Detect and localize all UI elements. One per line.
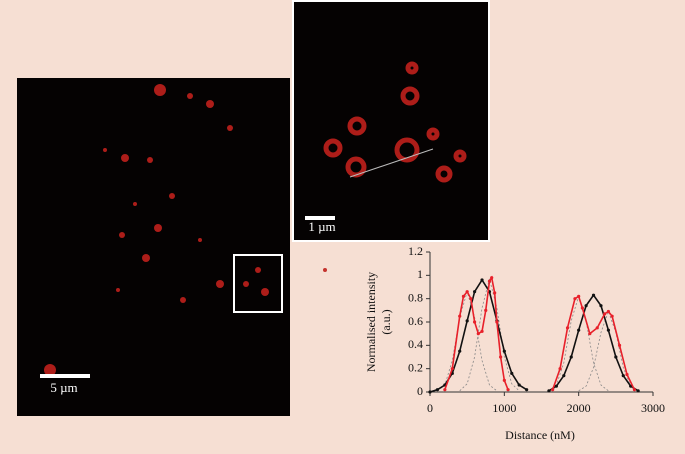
data-point xyxy=(458,349,462,353)
data-point xyxy=(465,319,469,323)
scale-label: 5 µm xyxy=(50,380,77,395)
data-point xyxy=(495,320,499,324)
data-point xyxy=(502,349,506,353)
data-point xyxy=(632,388,637,392)
data-point xyxy=(606,309,611,314)
y-tick-label: 1 xyxy=(417,267,423,281)
data-point xyxy=(577,328,581,332)
data-point xyxy=(493,291,497,295)
data-point xyxy=(480,278,484,282)
data-point xyxy=(506,388,510,392)
data-point xyxy=(510,371,514,375)
data-point xyxy=(490,276,494,280)
y-tick-label: 0.8 xyxy=(408,290,423,304)
data-point xyxy=(517,383,521,387)
data-point xyxy=(591,293,596,297)
y-tick-label: 0.6 xyxy=(408,314,423,328)
data-point xyxy=(565,326,570,330)
data-point xyxy=(617,343,622,347)
profile-line xyxy=(551,295,636,391)
data-point xyxy=(595,326,599,330)
data-point xyxy=(584,304,588,308)
data-point xyxy=(502,378,506,382)
data-point xyxy=(580,306,584,310)
data-point xyxy=(450,367,454,371)
y-axis-label: Normalised intensity xyxy=(364,272,378,372)
data-point xyxy=(525,388,529,392)
fit-component xyxy=(437,290,498,392)
y-axis-label: (a.u.) xyxy=(379,309,393,334)
data-point xyxy=(558,367,562,371)
data-point xyxy=(614,355,618,359)
data-point xyxy=(476,332,480,336)
data-point xyxy=(461,294,466,298)
data-point xyxy=(443,388,447,392)
data-point xyxy=(562,374,566,378)
data-point xyxy=(625,372,629,377)
data-point xyxy=(428,390,432,394)
data-point xyxy=(484,308,488,312)
inset-image: 1 µm xyxy=(292,0,490,242)
x-tick-label: 2000 xyxy=(567,401,591,415)
x-tick-label: 3000 xyxy=(641,401,665,415)
data-point xyxy=(636,389,640,393)
data-point xyxy=(577,294,581,298)
data-point xyxy=(606,328,611,332)
y-tick-label: 0 xyxy=(417,384,423,398)
data-point xyxy=(469,297,473,301)
data-point xyxy=(465,290,469,294)
profile-line xyxy=(444,275,509,390)
data-point xyxy=(551,388,555,392)
profile-line xyxy=(548,293,639,392)
y-tick-label: 0.4 xyxy=(408,337,423,351)
data-point xyxy=(458,314,462,318)
data-point xyxy=(473,290,477,294)
x-axis-label: Distance (nM) xyxy=(505,428,575,442)
data-point xyxy=(499,355,503,359)
data-point xyxy=(473,320,477,324)
data-point xyxy=(487,279,492,283)
data-point xyxy=(610,314,614,318)
y-tick-label: 1.2 xyxy=(408,244,423,258)
profile-line xyxy=(429,278,528,393)
main-image: 5 µm xyxy=(17,78,327,416)
scale-label: 1 µm xyxy=(308,219,335,234)
data-point xyxy=(547,389,551,393)
data-point xyxy=(554,384,558,388)
data-point xyxy=(603,312,607,316)
y-tick-label: 0.2 xyxy=(408,360,423,374)
data-point xyxy=(621,374,625,378)
data-point xyxy=(480,329,484,333)
data-point xyxy=(435,388,440,392)
data-point xyxy=(573,297,577,301)
fit-component xyxy=(459,278,520,392)
data-point xyxy=(569,355,573,359)
x-tick-label: 1000 xyxy=(492,401,516,415)
data-point xyxy=(588,332,592,336)
x-tick-label: 0 xyxy=(427,401,433,415)
data-point xyxy=(599,304,603,308)
